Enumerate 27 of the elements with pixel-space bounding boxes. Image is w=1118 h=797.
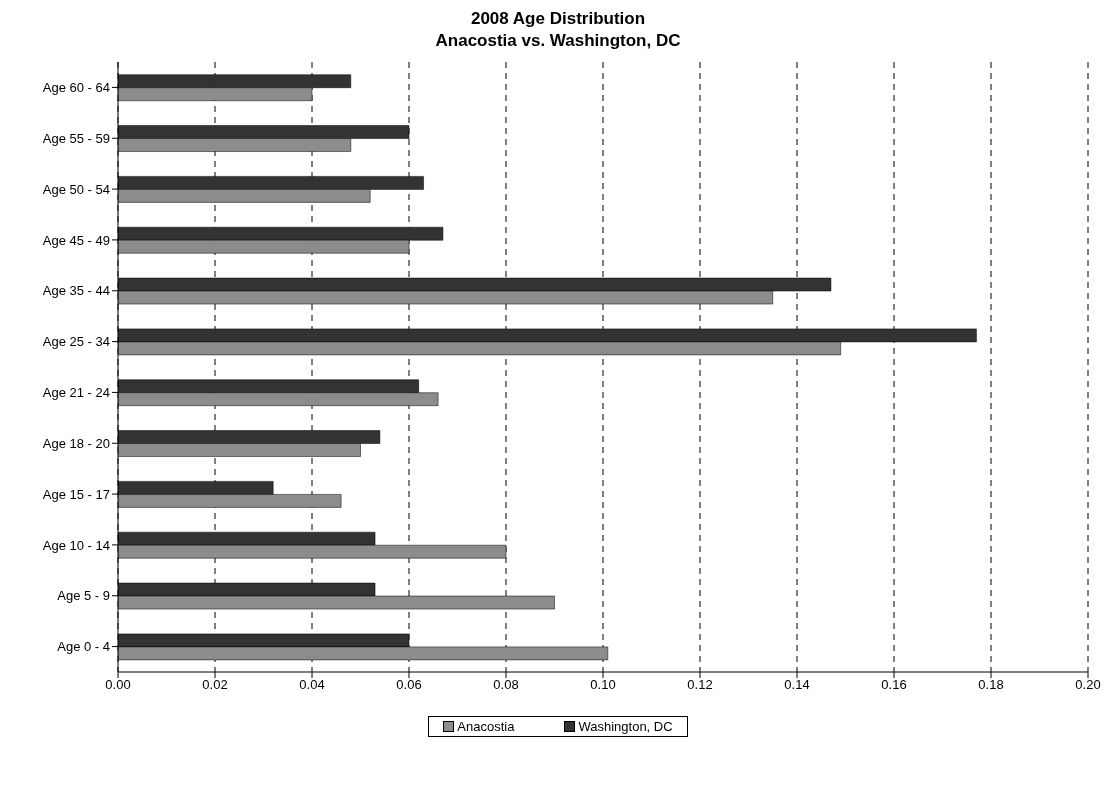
y-tick-label: Age 50 - 54 <box>42 181 110 197</box>
x-tick-label: 0.02 <box>202 677 228 693</box>
y-tick-label: Age 55 - 59 <box>42 130 110 146</box>
x-tick-label: 0.12 <box>687 677 713 693</box>
y-tick-label: Age 45 - 49 <box>42 232 110 248</box>
x-tick-label: 0.06 <box>396 677 422 693</box>
y-tick-label: Age 18 - 20 <box>42 435 110 451</box>
y-tick-label: Age 0 - 4 <box>57 639 110 655</box>
x-tick-label: 0.08 <box>493 677 519 693</box>
x-tick-label: 0.04 <box>299 677 325 693</box>
y-tick-label: Age 25 - 34 <box>42 334 110 350</box>
x-tick-label: 0.18 <box>978 677 1004 693</box>
y-tick-label: Age 5 - 9 <box>57 588 110 604</box>
legend-label: Washington, DC <box>577 719 673 734</box>
x-tick-label: 0.14 <box>784 677 810 693</box>
chart-subtitle: Anacostia vs. Washington, DC <box>434 30 682 52</box>
x-tick-label: 0.20 <box>1075 677 1101 693</box>
y-tick-label: Age 60 - 64 <box>42 80 110 96</box>
chart-title: 2008 Age Distribution <box>469 8 647 30</box>
y-tick-label: Age 15 - 17 <box>42 486 110 502</box>
y-tick-label: Age 35 - 44 <box>42 283 110 299</box>
x-tick-label: 0.16 <box>881 677 907 693</box>
y-tick-label: Age 10 - 14 <box>42 537 110 553</box>
y-tick-label: Age 21 - 24 <box>42 385 110 401</box>
legend-label: Anacostia <box>456 719 515 734</box>
x-tick-label: 0.10 <box>590 677 616 693</box>
x-tick-label: 0.00 <box>105 677 131 693</box>
